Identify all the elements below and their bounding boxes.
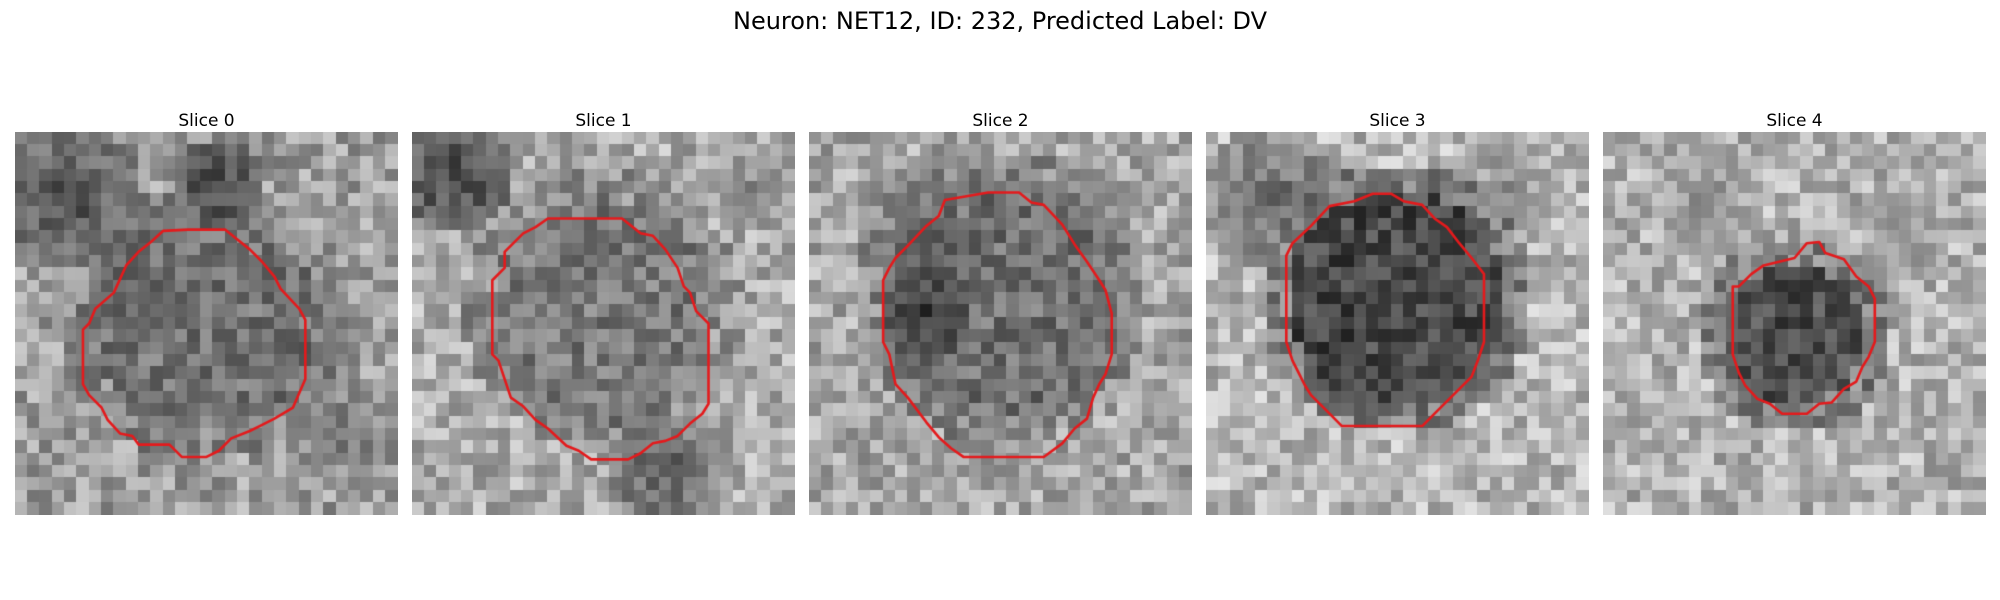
slice-image (809, 132, 1192, 515)
slice-panel-4: Slice 4 (1603, 110, 1986, 515)
slice-panel-2: Slice 2 (809, 110, 1192, 515)
figure-title: Neuron: NET12, ID: 232, Predicted Label:… (732, 7, 1268, 35)
slice-title: Slice 3 (1369, 111, 1426, 131)
slice-title: Slice 1 (575, 111, 632, 131)
slice-image (1603, 132, 1986, 515)
slice-title: Slice 0 (178, 111, 235, 131)
slice-image (412, 132, 795, 515)
slice-panel-1: Slice 1 (412, 110, 795, 515)
slice-title: Slice 4 (1766, 111, 1823, 131)
slice-image (15, 132, 398, 515)
slice-title: Slice 2 (972, 111, 1029, 131)
slice-panel-0: Slice 0 (15, 110, 398, 515)
slice-image (1206, 132, 1589, 515)
slice-panel-3: Slice 3 (1206, 110, 1589, 515)
